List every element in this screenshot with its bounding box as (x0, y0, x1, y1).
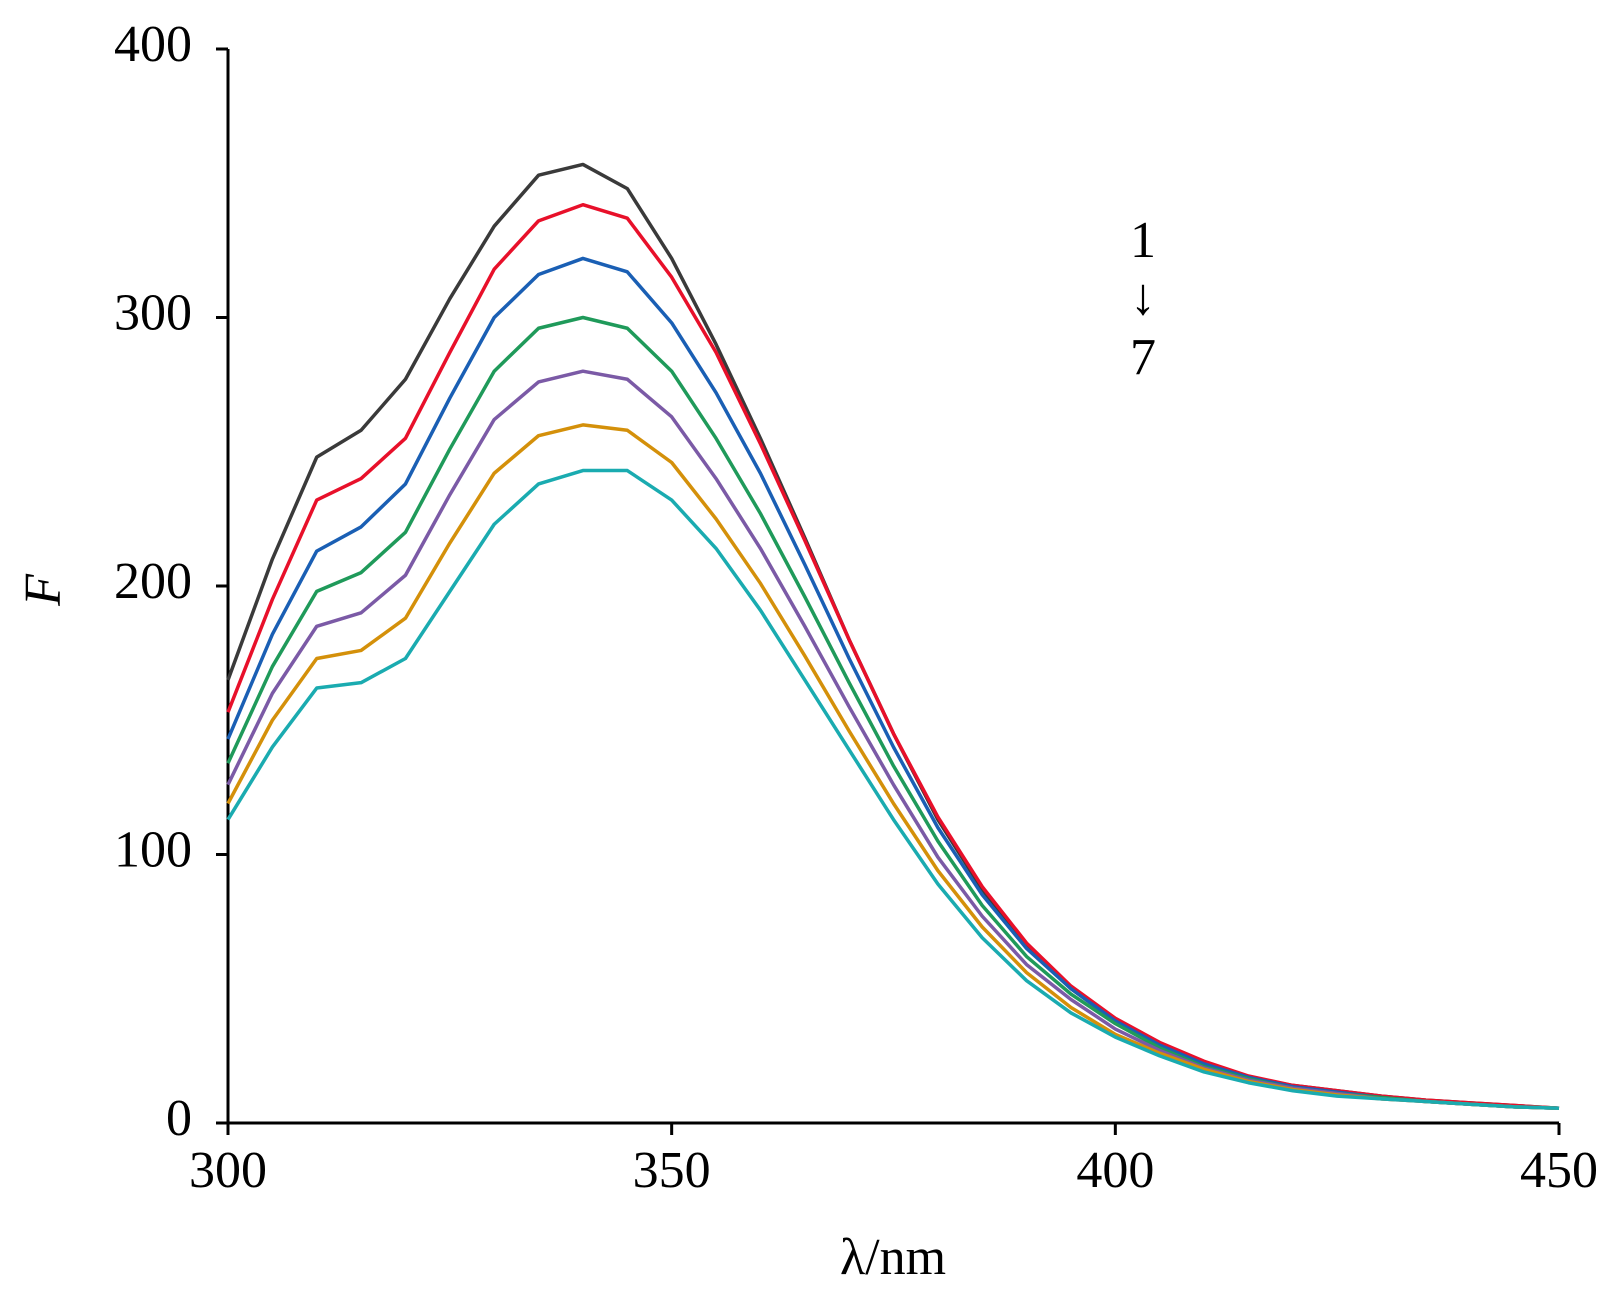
y-tick-label: 0 (166, 1090, 192, 1147)
x-tick-label: 450 (1520, 1142, 1598, 1199)
data-line (226, 256, 1560, 1110)
data-line (226, 369, 1560, 1110)
y-tick-label: 300 (114, 284, 192, 341)
data-line (226, 468, 1560, 1110)
y-tick-label: 200 (114, 553, 192, 610)
x-tick-label: 350 (633, 1142, 711, 1199)
x-tick-label: 400 (1076, 1142, 1154, 1199)
annotation: 7 (1130, 329, 1156, 386)
y-tick-label: 100 (114, 821, 192, 878)
annotation: ↓ (1130, 269, 1156, 326)
y-axis-label: F (15, 573, 72, 607)
y-tick-label: 400 (114, 16, 192, 73)
data-line (226, 315, 1560, 1110)
data-line (226, 162, 1560, 1110)
x-axis-label: λ/nm (840, 1229, 946, 1286)
annotation: 1 (1130, 212, 1156, 269)
x-tick-label: 300 (189, 1142, 267, 1199)
